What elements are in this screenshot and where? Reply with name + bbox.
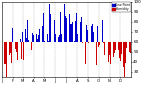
Bar [40, 42, 41, 58]
Bar [65, 16, 66, 42]
Bar [86, 25, 87, 42]
Bar [74, 41, 75, 42]
Bar [14, 42, 15, 49]
Bar [100, 42, 101, 54]
Bar [28, 39, 29, 42]
Bar [71, 24, 72, 42]
Bar [79, 30, 80, 42]
Bar [42, 26, 43, 42]
Bar [54, 20, 55, 42]
Bar [21, 42, 22, 59]
Bar [22, 32, 23, 42]
Bar [116, 42, 117, 72]
Bar [119, 42, 120, 58]
Bar [63, 20, 64, 42]
Bar [15, 42, 16, 49]
Bar [70, 24, 71, 42]
Bar [43, 13, 44, 42]
Bar [6, 42, 7, 77]
Bar [69, 14, 70, 42]
Bar [126, 42, 127, 48]
Bar [108, 42, 109, 62]
Bar [92, 24, 93, 42]
Bar [98, 42, 99, 47]
Bar [87, 30, 88, 42]
Bar [76, 13, 77, 42]
Bar [1, 42, 2, 52]
Bar [113, 42, 114, 57]
Bar [12, 28, 13, 42]
Bar [121, 42, 122, 54]
Bar [93, 32, 94, 42]
Bar [90, 42, 91, 58]
Bar [56, 34, 57, 42]
Bar [66, 18, 67, 42]
Bar [114, 42, 115, 53]
Bar [109, 42, 110, 55]
Bar [123, 42, 124, 67]
Bar [77, 34, 78, 42]
Bar [26, 37, 27, 42]
Bar [125, 42, 126, 63]
Bar [105, 41, 106, 42]
Bar [130, 42, 131, 53]
Bar [19, 42, 20, 44]
Bar [103, 42, 104, 43]
Bar [129, 42, 130, 52]
Bar [33, 35, 34, 42]
Bar [37, 39, 38, 42]
Bar [5, 42, 6, 64]
Bar [45, 20, 46, 42]
Bar [91, 26, 92, 42]
Bar [10, 42, 11, 53]
Bar [64, 4, 65, 42]
Bar [60, 12, 61, 42]
Bar [17, 42, 18, 60]
Bar [27, 20, 28, 42]
Bar [11, 42, 12, 63]
Bar [59, 35, 60, 42]
Bar [118, 42, 119, 50]
Bar [35, 42, 36, 55]
Bar [61, 34, 62, 42]
Bar [47, 34, 48, 42]
Bar [32, 33, 33, 42]
Bar [16, 42, 17, 52]
Bar [38, 35, 39, 42]
Bar [81, 17, 82, 42]
Bar [48, 41, 49, 42]
Bar [82, 42, 83, 43]
Bar [58, 37, 59, 42]
Bar [44, 41, 45, 42]
Bar [104, 42, 105, 55]
Bar [124, 42, 125, 77]
Bar [3, 42, 4, 61]
Bar [9, 42, 10, 55]
Bar [49, 4, 50, 42]
Bar [88, 42, 89, 43]
Bar [102, 20, 103, 42]
Bar [95, 42, 96, 48]
Legend: Dew Point, Humidity: Dew Point, Humidity [112, 2, 131, 12]
Bar [31, 42, 32, 50]
Bar [75, 21, 76, 42]
Bar [97, 26, 98, 42]
Bar [72, 22, 73, 42]
Bar [120, 42, 121, 61]
